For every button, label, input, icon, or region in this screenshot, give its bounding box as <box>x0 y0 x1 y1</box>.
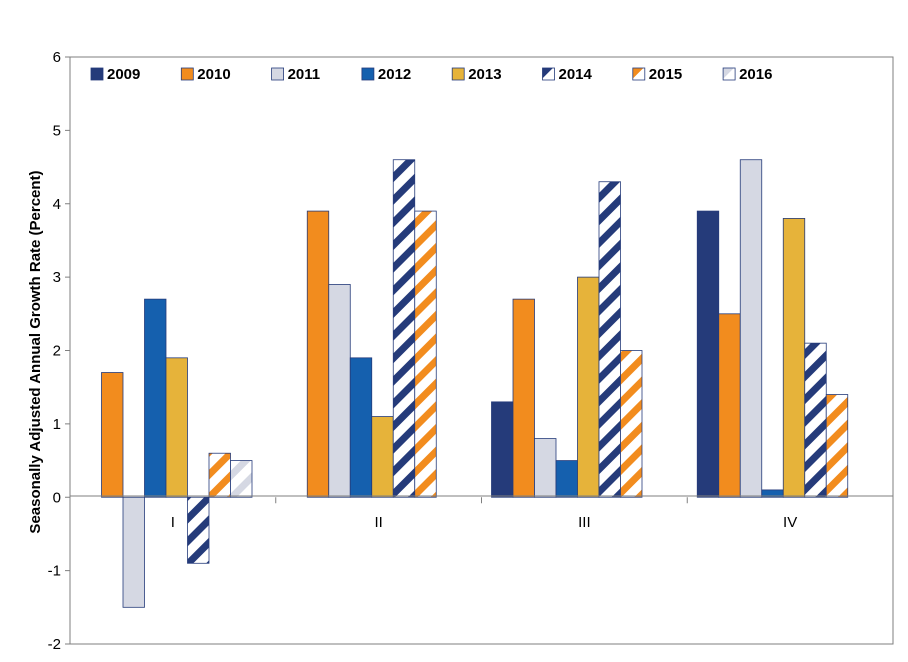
bar-2011-qI <box>122 496 145 608</box>
bar-2013-qI <box>165 357 188 498</box>
legend-swatch-2011 <box>271 67 285 81</box>
bar-2010-qII <box>306 210 330 498</box>
y-tick-label: 5 <box>53 122 61 139</box>
y-tick-label: 2 <box>53 343 61 360</box>
bar-2011-qIV <box>739 159 763 498</box>
x-axis-ticks: I II III IV <box>171 497 797 531</box>
legend-swatch-2015 <box>632 67 646 81</box>
bar-2015-qI <box>208 452 231 498</box>
legend-swatch-2012 <box>361 67 375 81</box>
bar-2015-qII <box>414 210 437 498</box>
bar-2011-qII <box>328 284 351 498</box>
bar-2011-qIII <box>534 438 557 498</box>
bar-2015-qIV <box>825 394 849 498</box>
bar-2016-qI <box>230 460 253 498</box>
legend-label-2015: 2015 <box>649 66 682 83</box>
y-tick-label: 6 <box>53 49 61 66</box>
x-category-label: III <box>578 514 591 531</box>
legend-label-2011: 2011 <box>288 66 321 83</box>
bars <box>101 159 849 608</box>
bar-2013-qIV <box>782 218 806 498</box>
plot-frame <box>69 56 894 645</box>
bar-2012-qI <box>144 298 167 498</box>
y-tick-label: 1 <box>53 416 61 433</box>
bar-2010-qI <box>101 372 124 498</box>
bar-2013-qII <box>371 416 394 498</box>
x-category-label: II <box>374 514 382 531</box>
bar-2012-qIII <box>555 460 578 498</box>
legend-label-2010: 2010 <box>197 66 230 83</box>
y-tick-label: 0 <box>53 489 61 506</box>
legend-swatch-2014 <box>542 67 555 81</box>
bar-2015-qIII <box>620 350 643 498</box>
bar-2012-qII <box>349 357 373 498</box>
bar-2014-qII <box>392 159 416 498</box>
y-tick-label: -1 <box>48 563 61 580</box>
y-tick-label: -2 <box>48 636 61 653</box>
legend-label-2012: 2012 <box>378 66 411 83</box>
legend-swatch-2010 <box>180 67 194 81</box>
bar-2014-qIV <box>804 342 827 498</box>
x-category-label: I <box>171 514 175 531</box>
legend-label-2009: 2009 <box>107 66 140 83</box>
y-tick-label: 3 <box>53 269 61 286</box>
legend-label-2016: 2016 <box>739 66 772 83</box>
bar-2014-qIII <box>598 181 621 498</box>
legend-swatch-2009 <box>90 67 104 81</box>
bar-2010-qIV <box>718 313 741 498</box>
y-axis-ticks: -2 -1 0 1 2 3 4 5 6 <box>48 49 70 653</box>
x-category-label: IV <box>783 514 797 531</box>
legend-swatch-2013 <box>451 67 465 81</box>
bar-2009-qIV <box>696 210 720 498</box>
bar-2010-qIII <box>512 298 535 498</box>
y-tick-label: 4 <box>53 196 61 213</box>
legend-swatch-2016 <box>722 67 736 81</box>
bar-2014-qI <box>187 496 210 564</box>
legend-label-2013: 2013 <box>468 66 501 83</box>
legend-label-2014: 2014 <box>559 66 593 83</box>
bar-2013-qIII <box>577 276 600 498</box>
bar-2009-qIII <box>491 401 514 498</box>
y-axis-label: Seasonally Adjusted Annual Growth Rate (… <box>27 170 44 533</box>
legend: 2009 2010 2011 2012 2013 2014 2015 2016 <box>90 66 772 83</box>
